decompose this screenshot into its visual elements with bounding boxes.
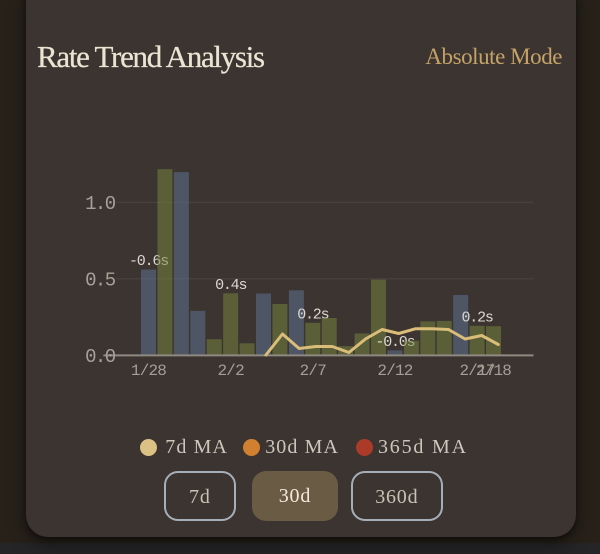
svg-text:0.5: 0.5: [85, 270, 116, 292]
svg-text:2/17: 2/17: [459, 362, 494, 380]
svg-text:2/7: 2/7: [300, 362, 327, 380]
svg-text:0.0: 0.0: [85, 346, 116, 368]
svg-text:1.0: 1.0: [85, 193, 116, 215]
svg-text:0.2s: 0.2s: [461, 309, 492, 326]
svg-text:2/12: 2/12: [377, 362, 412, 380]
svg-text:2/18: 2/18: [476, 362, 511, 380]
svg-text:0.4s: 0.4s: [215, 277, 246, 294]
svg-text:2/2: 2/2: [217, 362, 244, 380]
svg-text:1/28: 1/28: [131, 362, 166, 380]
svg-text:0.2s: 0.2s: [297, 306, 328, 323]
